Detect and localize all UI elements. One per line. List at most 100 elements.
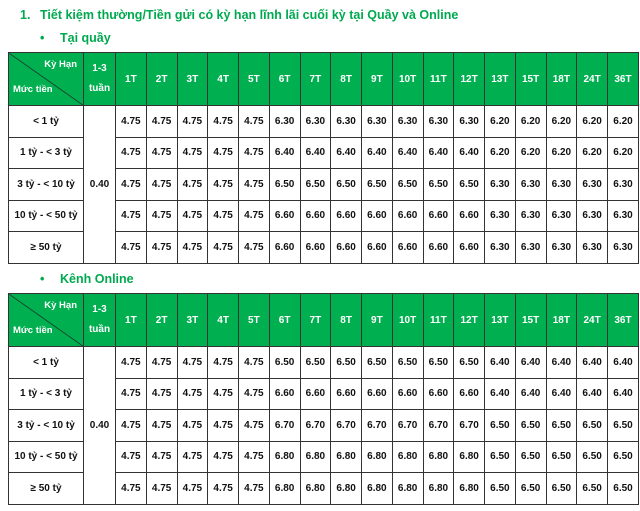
amount-label: 1 tỷ - < 3 tỷ bbox=[8, 377, 84, 410]
section-title-text: Tiết kiệm thường/Tiền gửi có kỳ hạn lĩnh… bbox=[40, 8, 459, 22]
table-row: 10 tỷ - < 50 tỷ 4.75 4.75 4.75 4.75 4.75 6.80 6… bbox=[8, 440, 639, 473]
rate-cell: 4.75 bbox=[145, 409, 178, 442]
table-row: 1 tỷ - < 3 tỷ 4.75 4.75 4.75 4.75 4.75 6.60 6.6… bbox=[8, 377, 639, 410]
weeks-header: 1-3 tuần bbox=[83, 52, 116, 106]
amount-label: 10 tỷ - < 50 tỷ bbox=[8, 199, 84, 232]
rate-cell: 4.75 bbox=[145, 199, 178, 232]
rate-cell: 6.30 bbox=[514, 231, 547, 264]
rate-cell: 6.50 bbox=[514, 440, 547, 473]
corner-header: Kỳ Hạn Mức tiền bbox=[8, 52, 84, 106]
rate-cell: 4.75 bbox=[207, 231, 239, 264]
rate-cell: 6.70 bbox=[422, 409, 455, 442]
rate-cell: 6.40 bbox=[514, 377, 547, 410]
rate-cell: 6.40 bbox=[514, 346, 547, 379]
rate-cell: 6.30 bbox=[422, 105, 455, 138]
rate-cell: 6.50 bbox=[361, 168, 393, 201]
rate-cell: 6.50 bbox=[607, 472, 639, 505]
rate-cell: 4.75 bbox=[176, 231, 209, 264]
rate-cell: 6.50 bbox=[453, 168, 485, 201]
rate-cell: 6.30 bbox=[484, 199, 516, 232]
table-row: 10 tỷ - < 50 tỷ 4.75 4.75 4.75 4.75 4.75 6.60 6… bbox=[8, 199, 639, 232]
rate-cell: 6.60 bbox=[391, 231, 424, 264]
rate-cell: 6.30 bbox=[607, 199, 639, 232]
term-header: 3T bbox=[176, 293, 209, 347]
rate-cell: 6.50 bbox=[453, 346, 485, 379]
rate-cell: 6.80 bbox=[391, 440, 424, 473]
rate-cell: 6.80 bbox=[361, 440, 393, 473]
term-header: 6T bbox=[268, 52, 301, 106]
rate-cell: 4.75 bbox=[176, 136, 209, 169]
amount-label: < 1 tỷ bbox=[8, 346, 84, 379]
table-row: ≥ 50 tỷ 4.75 4.75 4.75 4.75 4.75 6.60 6.60 6.60 6… bbox=[8, 231, 639, 264]
term-header: 5T bbox=[238, 52, 270, 106]
rate-cell: 6.70 bbox=[330, 409, 362, 442]
rate-cell: 6.80 bbox=[361, 472, 393, 505]
rate-cell: 6.30 bbox=[484, 168, 516, 201]
rate-cell: 6.40 bbox=[607, 377, 639, 410]
term-header: 15T bbox=[514, 293, 547, 347]
rate-cell: 4.75 bbox=[145, 472, 178, 505]
rate-cell: 6.60 bbox=[299, 199, 332, 232]
rate-cell: 6.60 bbox=[361, 199, 393, 232]
rate-cell: 4.75 bbox=[207, 105, 239, 138]
amount-label: 3 tỷ - < 10 tỷ bbox=[8, 168, 84, 201]
rate-cell: 6.50 bbox=[576, 409, 608, 442]
term-header: 4T bbox=[207, 293, 239, 347]
rate-cell: 6.30 bbox=[607, 231, 639, 264]
term-header: 13T bbox=[484, 52, 516, 106]
amount-label: < 1 tỷ bbox=[8, 105, 84, 138]
term-header: 36T bbox=[607, 293, 639, 347]
rate-cell: 4.75 bbox=[238, 136, 270, 169]
rate-cell: 4.75 bbox=[207, 377, 239, 410]
amount-label: 3 tỷ - < 10 tỷ bbox=[8, 409, 84, 442]
rate-cell: 4.75 bbox=[207, 472, 239, 505]
rate-cell: 6.50 bbox=[299, 346, 332, 379]
section-title: 1. Tiết kiệm thường/Tiền gửi có kỳ hạn lĩ… bbox=[20, 8, 458, 22]
amount-axis-label: Mức tiền bbox=[13, 325, 53, 336]
rate-cell: 6.80 bbox=[268, 472, 301, 505]
amount-label: 10 tỷ - < 50 tỷ bbox=[8, 440, 84, 473]
rate-cell: 6.40 bbox=[268, 136, 301, 169]
amount-label: ≥ 50 tỷ bbox=[8, 231, 84, 264]
term-header: 10T bbox=[391, 293, 424, 347]
rate-cell: 6.60 bbox=[361, 377, 393, 410]
term-header: 4T bbox=[207, 52, 239, 106]
rate-cell: 6.20 bbox=[576, 136, 608, 169]
rate-cell: 6.80 bbox=[299, 440, 332, 473]
rate-cell: 6.30 bbox=[268, 105, 301, 138]
subsection-label: Tại quầy bbox=[60, 31, 111, 45]
rate-cell: 6.80 bbox=[453, 472, 485, 505]
rate-cell: 4.75 bbox=[238, 105, 270, 138]
rate-cell: 6.30 bbox=[607, 168, 639, 201]
rate-cell: 6.50 bbox=[545, 472, 578, 505]
rate-cell: 4.75 bbox=[176, 168, 209, 201]
rate-cell: 6.40 bbox=[361, 136, 393, 169]
term-header: 11T bbox=[422, 52, 455, 106]
amount-label: 1 tỷ - < 3 tỷ bbox=[8, 136, 84, 169]
rate-cell: 6.40 bbox=[607, 346, 639, 379]
rate-cell: 4.75 bbox=[115, 199, 147, 232]
corner-header: Kỳ Hạn Mức tiền bbox=[8, 293, 84, 347]
rate-cell: 6.30 bbox=[514, 199, 547, 232]
rate-cell: 6.50 bbox=[514, 472, 547, 505]
rate-cell: 6.50 bbox=[607, 440, 639, 473]
subsection-counter: • Tại quầy bbox=[40, 31, 111, 45]
rate-cell: 4.75 bbox=[207, 168, 239, 201]
rate-cell: 4.75 bbox=[145, 440, 178, 473]
rate-cell: 4.75 bbox=[176, 199, 209, 232]
rate-cell: 6.30 bbox=[453, 105, 485, 138]
rate-cell: 6.40 bbox=[391, 136, 424, 169]
term-header: 8T bbox=[330, 52, 362, 106]
rate-cell: 6.60 bbox=[453, 231, 485, 264]
rate-cell: 6.40 bbox=[330, 136, 362, 169]
rate-cell: 4.75 bbox=[115, 231, 147, 264]
rate-cell: 4.75 bbox=[238, 440, 270, 473]
rate-cell: 4.75 bbox=[238, 168, 270, 201]
rate-cell: 6.20 bbox=[514, 105, 547, 138]
rate-cell: 4.75 bbox=[145, 105, 178, 138]
rate-cell: 6.80 bbox=[453, 440, 485, 473]
header-row: Kỳ Hạn Mức tiền 1-3 tuần 1T 2T 3T 4T 5T 6T 7T 8T 9T… bbox=[8, 293, 639, 347]
rate-cell: 6.30 bbox=[330, 105, 362, 138]
rate-cell: 6.80 bbox=[422, 472, 455, 505]
term-header: 36T bbox=[607, 52, 639, 106]
